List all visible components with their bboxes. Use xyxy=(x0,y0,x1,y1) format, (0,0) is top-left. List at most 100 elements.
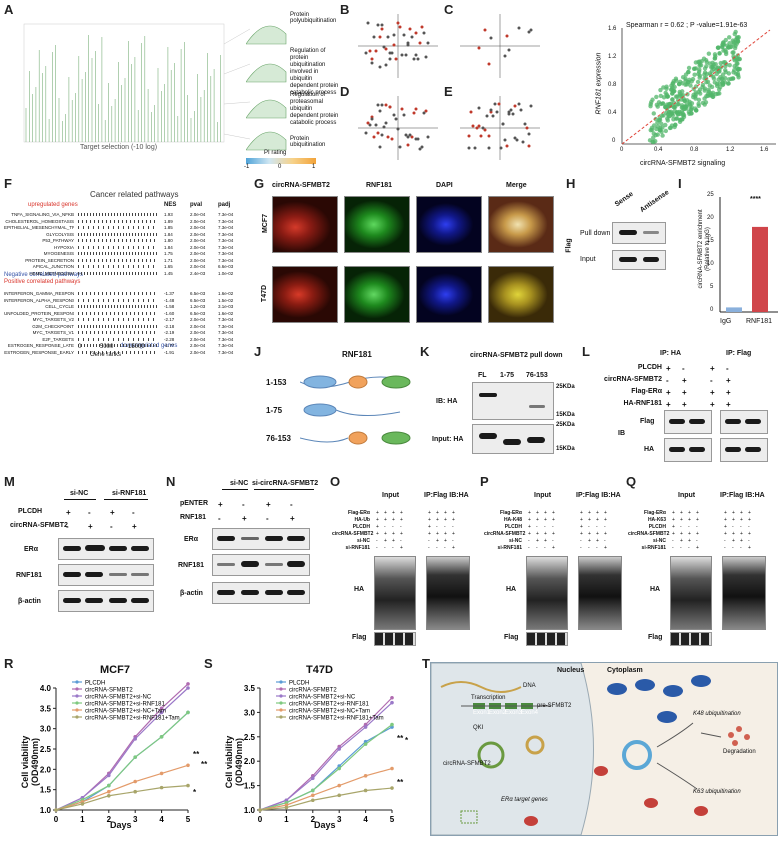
q-sign: + xyxy=(688,510,691,516)
p-sign: + xyxy=(536,538,539,544)
o-sign: - xyxy=(428,538,430,544)
f-pathway-name: EPITHELIAL_MESENCHYMAL_TRANSITION xyxy=(4,225,74,230)
scatter-point xyxy=(477,46,481,50)
series-point xyxy=(363,788,368,793)
scatter-point xyxy=(527,30,531,34)
scatter-point xyxy=(404,53,408,57)
scatter-d xyxy=(352,92,440,169)
scatter-point xyxy=(503,138,507,142)
c-point xyxy=(713,54,718,59)
p-sign: - xyxy=(552,524,554,530)
scatter-point xyxy=(515,138,519,142)
c-point xyxy=(721,42,726,47)
series-point xyxy=(107,793,111,798)
f-barcode xyxy=(78,239,158,242)
f-nes: -2.18 xyxy=(164,323,175,329)
f-nes: -2.19 xyxy=(164,330,175,335)
c-ytick-0: 0 xyxy=(612,138,616,144)
scatter-point xyxy=(481,126,485,130)
q-sign: + xyxy=(696,531,699,537)
o-input-smear xyxy=(374,556,416,630)
scatter-point xyxy=(485,114,489,118)
l-flag-blot-flag xyxy=(720,410,768,434)
series-point xyxy=(311,793,315,798)
o-sign: + xyxy=(400,545,403,551)
c-point xyxy=(709,64,714,70)
q-ip-smear xyxy=(722,556,766,630)
k-lane-76-153: 76-153 xyxy=(526,372,548,379)
o-sign: - xyxy=(376,538,378,544)
q-sign: + xyxy=(680,538,683,544)
scatter-point xyxy=(366,121,370,125)
o-sign: + xyxy=(384,510,387,516)
c-point xyxy=(655,124,661,129)
t-cytoplasm: Cytoplasm xyxy=(607,667,643,674)
series-line xyxy=(259,702,393,811)
panel-t-diagram: Nucleus Cytoplasm DNA Transcription pre-… xyxy=(430,662,778,836)
c-point xyxy=(669,91,675,96)
c-point xyxy=(732,45,738,51)
scatter-point xyxy=(378,145,382,149)
legend-entry: PLCDH xyxy=(289,681,309,687)
l-sign: + xyxy=(710,388,715,397)
legend-entry: circRNA-SFMBT2+si-RNF181 xyxy=(85,702,166,708)
t-k63: K63 ubiquitination xyxy=(693,789,741,795)
m-row-2: circRNA-SFMBT2 xyxy=(10,522,68,529)
q-sign: - xyxy=(724,545,726,551)
legend-entry: circRNA-SFMBT2+si-RNF181 xyxy=(289,702,370,708)
o-sign: + xyxy=(436,510,439,516)
q-sign: + xyxy=(732,510,735,516)
c-point xyxy=(697,87,703,92)
p-sign: + xyxy=(580,510,583,516)
c-point xyxy=(703,58,709,63)
t-target: ERα target genes xyxy=(501,797,548,803)
scatter-point xyxy=(388,57,392,61)
f-padj: 7.3e-04 xyxy=(218,244,234,250)
series-point xyxy=(390,695,394,700)
f-pathway-name: INTERFERON_ALPHA_RESPONSE xyxy=(4,297,74,303)
series-point xyxy=(363,742,368,746)
c-point xyxy=(671,104,676,110)
series-point xyxy=(159,735,164,739)
m-group-2: si-RNF181 xyxy=(112,490,147,497)
f-head-pval: pval xyxy=(190,202,203,208)
q-sign: + xyxy=(688,531,691,537)
scatter-point xyxy=(420,25,424,29)
f-padj: 7.3e-04 xyxy=(218,317,234,322)
f-pathway-name: CELL_CYCLE xyxy=(45,304,74,309)
q-sign: + xyxy=(724,524,727,530)
a-colorbar-title: PI rating xyxy=(264,150,287,156)
m-group-line-2 xyxy=(104,499,148,500)
x-tick-label: 0 xyxy=(258,815,263,824)
n-sign: + xyxy=(218,500,223,509)
c-point xyxy=(680,111,685,116)
p-sign: + xyxy=(604,545,607,551)
o-sign: + xyxy=(376,524,379,530)
f-padj: 1.5e-02 xyxy=(218,297,234,303)
o-ip-smear xyxy=(426,556,470,630)
q-sign: + xyxy=(680,517,683,523)
c-point xyxy=(661,85,666,90)
series-point xyxy=(159,706,164,711)
f-pval: 2.4e-03 xyxy=(190,270,206,276)
legend-entry: circRNA-SFMBT2+si-RNF181+Tam xyxy=(289,716,384,722)
o-sign: + xyxy=(376,517,379,523)
c-point xyxy=(737,56,743,62)
c-point xyxy=(651,131,656,136)
a-enrichment-curves xyxy=(245,10,336,160)
f-nes: -1.37 xyxy=(164,291,175,296)
scatter-point xyxy=(507,112,511,116)
q-sign: - xyxy=(748,538,750,544)
r-ylabel: Cell viability (OD490nm) xyxy=(20,735,40,789)
c-point xyxy=(663,128,669,134)
l-sign: + xyxy=(682,400,687,409)
scatter-point xyxy=(483,28,487,32)
c-point xyxy=(702,88,707,93)
o-row-label: Flag-ERα xyxy=(348,510,370,516)
i-cat-igg: IgG xyxy=(720,318,732,325)
c-point xyxy=(696,103,701,109)
c-ytick-3: 1.2 xyxy=(608,54,617,60)
c-point xyxy=(693,60,699,65)
scatter-point xyxy=(398,145,402,149)
c-point xyxy=(671,81,676,86)
